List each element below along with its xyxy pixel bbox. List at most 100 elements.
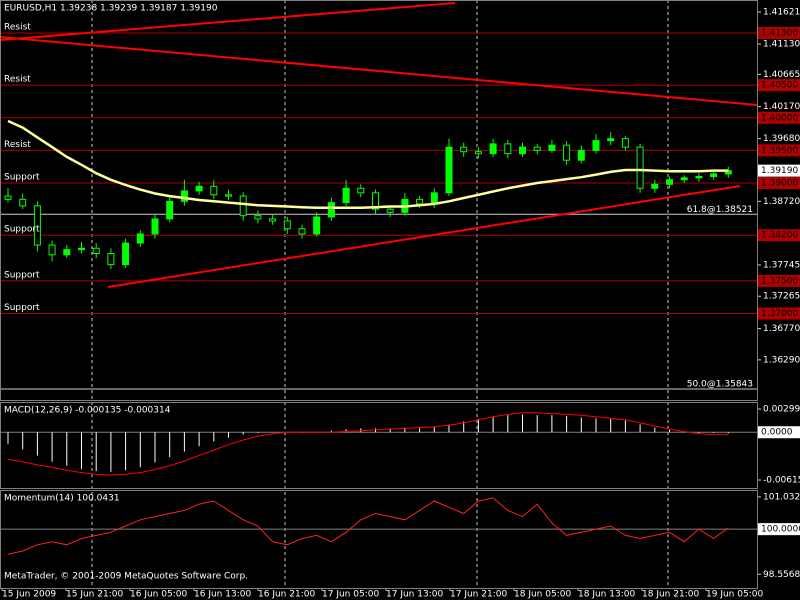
y-tick-label: 1.39680 — [763, 134, 800, 144]
y-tick-label: 101.0324 — [763, 492, 800, 502]
y-tick-label: -0.00615 — [763, 476, 800, 486]
chart-title: EURUSD,H1 1.39238 1.39239 1.39187 1.3919… — [4, 4, 218, 14]
level-box — [758, 229, 800, 242]
candle-body — [33, 205, 41, 246]
x-tick-label: 16 Jun 05:00 — [130, 590, 187, 600]
fib-label: 61.8@1.38521 — [687, 205, 753, 215]
level-box — [758, 274, 800, 287]
level-label: 1.40500 — [761, 81, 798, 91]
level-name: Support — [4, 173, 40, 183]
candle-body — [298, 228, 306, 235]
y-tick-label: 1.41621 — [763, 8, 800, 18]
x-tick-label: 17 Jun 13:00 — [386, 590, 443, 600]
momentum-line — [7, 497, 729, 555]
macd-panel-frame — [0, 402, 758, 489]
candle-body — [269, 218, 277, 222]
candles — [4, 132, 732, 270]
trendlines — [0, 2, 758, 288]
y-tick-label: 0.002993 — [763, 404, 800, 414]
candle-body — [621, 138, 629, 148]
candle-body — [548, 144, 556, 151]
x-tick-label: 18 Jun 13:00 — [578, 590, 635, 600]
candle-body — [254, 215, 262, 220]
candle-body — [166, 200, 174, 220]
y-tick-box — [758, 426, 800, 439]
y-tick-label: 1.36290 — [763, 355, 800, 365]
level-name: Resist — [4, 140, 31, 150]
y-tick-label: 0.0000 — [761, 428, 793, 438]
candle-body — [342, 187, 350, 204]
footer: MetaTrader, © 2001-2009 MetaQuotes Softw… — [4, 572, 248, 582]
y-tick-label: 1.36770 — [763, 324, 800, 334]
candle-body — [107, 253, 115, 266]
level-box — [758, 26, 800, 39]
level-name: Resist — [4, 75, 31, 85]
level-label: 1.39500 — [761, 146, 798, 156]
y-tick-label: 1.37745 — [763, 260, 800, 270]
level-label: 1.41300 — [761, 28, 798, 38]
candle-body — [386, 208, 394, 213]
candle-body — [445, 146, 453, 194]
candle-body — [695, 176, 703, 179]
x-tick-label: 16 Jun 13:00 — [194, 590, 251, 600]
trendline — [0, 36, 758, 106]
candle-body — [180, 190, 188, 202]
candle-body — [283, 220, 291, 230]
y-tick-label: 1.37265 — [763, 292, 800, 302]
level-box — [758, 177, 800, 190]
level-box — [758, 307, 800, 320]
level-name: Resist — [4, 22, 31, 32]
candle-body — [92, 247, 100, 255]
candle-body — [577, 149, 585, 161]
candle-body — [195, 185, 203, 192]
y-tick-label: 1.41130 — [763, 40, 800, 50]
y-tick-label: 1.38720 — [763, 197, 800, 207]
candle-body — [416, 198, 424, 205]
x-tick-label: 15 Jun 21:00 — [66, 590, 123, 600]
candle-body — [474, 151, 482, 155]
candle-body — [48, 244, 56, 256]
candle-body — [430, 192, 438, 205]
candle-body — [136, 233, 144, 244]
y-tick-label: 1.40170 — [763, 102, 800, 112]
overlay: 1.41621 1.41130 1.40665 1.40170 1.39680 1.387… — [0, 8, 800, 600]
y-tick-label: 100.0000 — [761, 525, 800, 535]
level-box — [758, 79, 800, 92]
candle-body — [533, 146, 541, 151]
macd-label: MACD(12,26,9) -0.000135 -0.000314 — [4, 406, 171, 416]
candle-body — [239, 195, 247, 217]
x-tick-label: 19 Jun 05:00 — [706, 590, 763, 600]
level-label: 1.38200 — [761, 231, 798, 241]
level-label: 1.40000 — [761, 113, 798, 123]
level-label: 1.37000 — [761, 309, 798, 319]
candle-body — [327, 202, 335, 218]
x-tick-label: 17 Jun 21:00 — [450, 590, 507, 600]
x-tick-label: 16 Jun 21:00 — [258, 590, 315, 600]
levels — [0, 32, 757, 390]
candle-body — [372, 192, 379, 210]
candle-body — [313, 216, 321, 235]
candle-body — [680, 177, 688, 181]
candle-body — [225, 194, 232, 197]
x-tick-label: 18 Jun 21:00 — [642, 590, 699, 600]
macd-signal — [7, 412, 729, 476]
level-name: Support — [4, 225, 40, 235]
fib-label: 50.0@1.35843 — [687, 380, 753, 390]
candle-body — [357, 187, 365, 194]
x-tick-label: 15 Jun 2009 — [2, 590, 56, 600]
candle-body — [592, 140, 600, 151]
trendline — [0, 2, 456, 41]
x-tick-label: 18 Jun 05:00 — [514, 590, 571, 600]
level-box — [758, 111, 800, 124]
candle-body — [210, 185, 218, 196]
level-label: 1.39000 — [761, 179, 798, 189]
candle-body — [4, 195, 12, 200]
y-tick-box — [758, 523, 800, 536]
level-box — [758, 144, 800, 157]
candle-body — [122, 242, 130, 266]
momentum-panel-frame — [0, 490, 758, 589]
level-label: 1.37500 — [761, 276, 798, 286]
